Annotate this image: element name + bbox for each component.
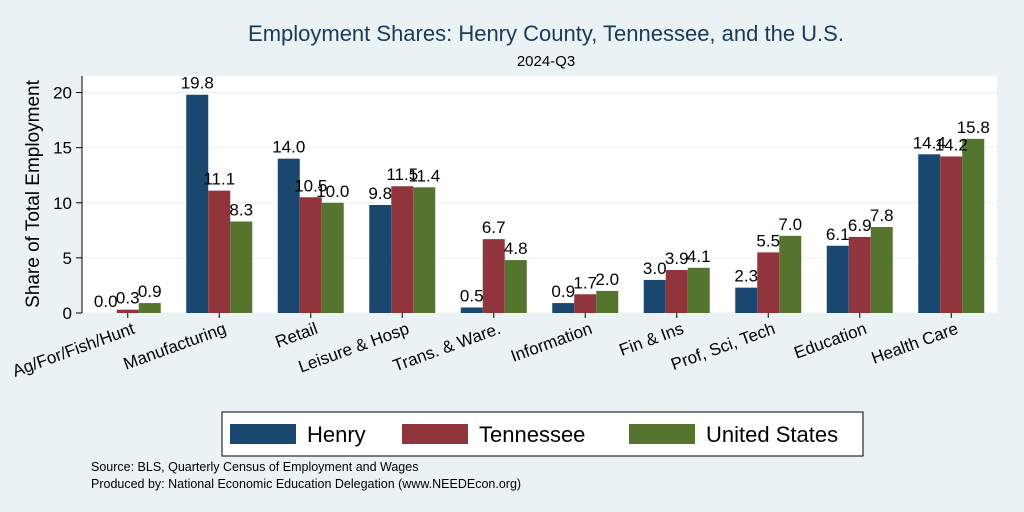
x-category-label: Ag/For/Fish/Hunt: [10, 319, 137, 381]
bar-henry: [918, 154, 941, 313]
data-label: 11.4: [408, 166, 440, 185]
bar-united-states: [504, 260, 527, 313]
bar-henry: [826, 245, 849, 313]
bar-tennessee: [665, 270, 688, 313]
bar-united-states: [962, 138, 985, 313]
data-label: 3.9: [665, 249, 689, 268]
chart-subtitle: 2024-Q3: [517, 53, 575, 70]
bar-henry: [460, 307, 483, 313]
bar-tennessee: [574, 294, 597, 313]
y-tick-label: 20: [53, 84, 72, 103]
data-label: 14.0: [272, 138, 305, 157]
bar-henry: [735, 287, 758, 313]
data-label: 8.3: [229, 201, 253, 220]
bar-united-states: [596, 290, 619, 313]
data-label: 1.7: [573, 273, 597, 292]
bars: [116, 94, 985, 313]
data-label: 6.7: [482, 218, 506, 237]
bar-united-states: [870, 227, 893, 313]
legend-box: [221, 411, 864, 457]
y-tick-label: 15: [53, 139, 72, 158]
y-tick-label: 10: [53, 194, 72, 213]
data-label: 7.0: [778, 215, 802, 234]
data-label: 5.5: [756, 231, 780, 250]
bar-tennessee: [391, 186, 414, 313]
bar-united-states: [687, 267, 710, 313]
x-category-label: Prof, Sci, Tech: [668, 319, 777, 374]
legend-label: United States: [706, 422, 838, 447]
data-label: 11.1: [203, 170, 235, 189]
data-label: 9.8: [368, 184, 392, 203]
bar-united-states: [321, 202, 344, 313]
y-tick-label: 0: [63, 304, 72, 323]
legend-swatch-henry: [230, 424, 296, 444]
legend-label: Tennessee: [479, 422, 585, 447]
bar-henry: [277, 158, 300, 313]
bar-henry: [552, 303, 575, 313]
data-label: 0.3: [116, 289, 140, 308]
data-label: 10.5: [294, 176, 327, 195]
x-category-label: Education: [792, 319, 870, 363]
data-label: 11.5: [386, 165, 418, 184]
legend: Henry Tennessee United States: [221, 411, 864, 457]
bar-tennessee: [208, 190, 231, 313]
data-label: 14.2: [935, 135, 968, 154]
data-label: 15.8: [957, 118, 990, 137]
y-axis-ticks: 0 5 10 15 20: [53, 84, 82, 323]
bar-tennessee: [299, 197, 322, 313]
bar-tennessee: [116, 309, 139, 313]
legend-label: Henry: [307, 422, 366, 447]
bar-united-states: [413, 187, 436, 313]
data-label: 0.9: [551, 282, 575, 301]
legend-swatch-united-states: [629, 424, 695, 444]
data-label: 6.1: [826, 225, 850, 244]
bar-henry: [369, 204, 392, 313]
data-label: 6.9: [848, 216, 872, 235]
bar-united-states: [230, 221, 253, 313]
bar-tennessee: [940, 156, 963, 313]
x-category-label: Retail: [273, 319, 320, 352]
data-label: 4.8: [504, 239, 528, 258]
legend-swatch-tennessee: [402, 424, 468, 444]
data-label: 2.3: [734, 267, 758, 286]
bar-united-states: [138, 303, 161, 313]
data-label: 19.8: [181, 74, 214, 93]
data-label: 4.1: [687, 247, 711, 266]
data-label: 7.8: [870, 206, 894, 225]
produced-by-note: Produced by: National Economic Education…: [91, 477, 521, 491]
y-axis-label: Share of Total Employment: [23, 79, 44, 307]
bar-tennessee: [482, 239, 505, 313]
chart-title: Employment Shares: Henry County, Tenness…: [248, 21, 844, 46]
data-labels: 0.00.30.919.811.18.314.010.510.0 9.811.51…: [94, 74, 990, 311]
bar-tennessee: [848, 236, 871, 313]
x-category-label: Health Care: [869, 319, 961, 368]
x-category-label: Manufacturing: [121, 319, 229, 374]
data-label: 0.0: [94, 292, 118, 311]
bar-henry: [186, 94, 209, 313]
data-label: 0.9: [138, 282, 162, 301]
source-note: Source: BLS, Quarterly Census of Employm…: [91, 460, 418, 474]
bar-united-states: [779, 235, 802, 313]
x-category-label: Information: [508, 319, 594, 366]
y-tick-label: 5: [63, 249, 72, 268]
data-label: 0.5: [460, 286, 484, 305]
bar-henry: [643, 279, 666, 313]
data-label: 10.0: [316, 182, 349, 201]
bar-tennessee: [757, 252, 780, 313]
data-label: 2.0: [595, 270, 619, 289]
data-label: 14.4: [913, 133, 946, 152]
data-label: 3.0: [643, 259, 667, 278]
